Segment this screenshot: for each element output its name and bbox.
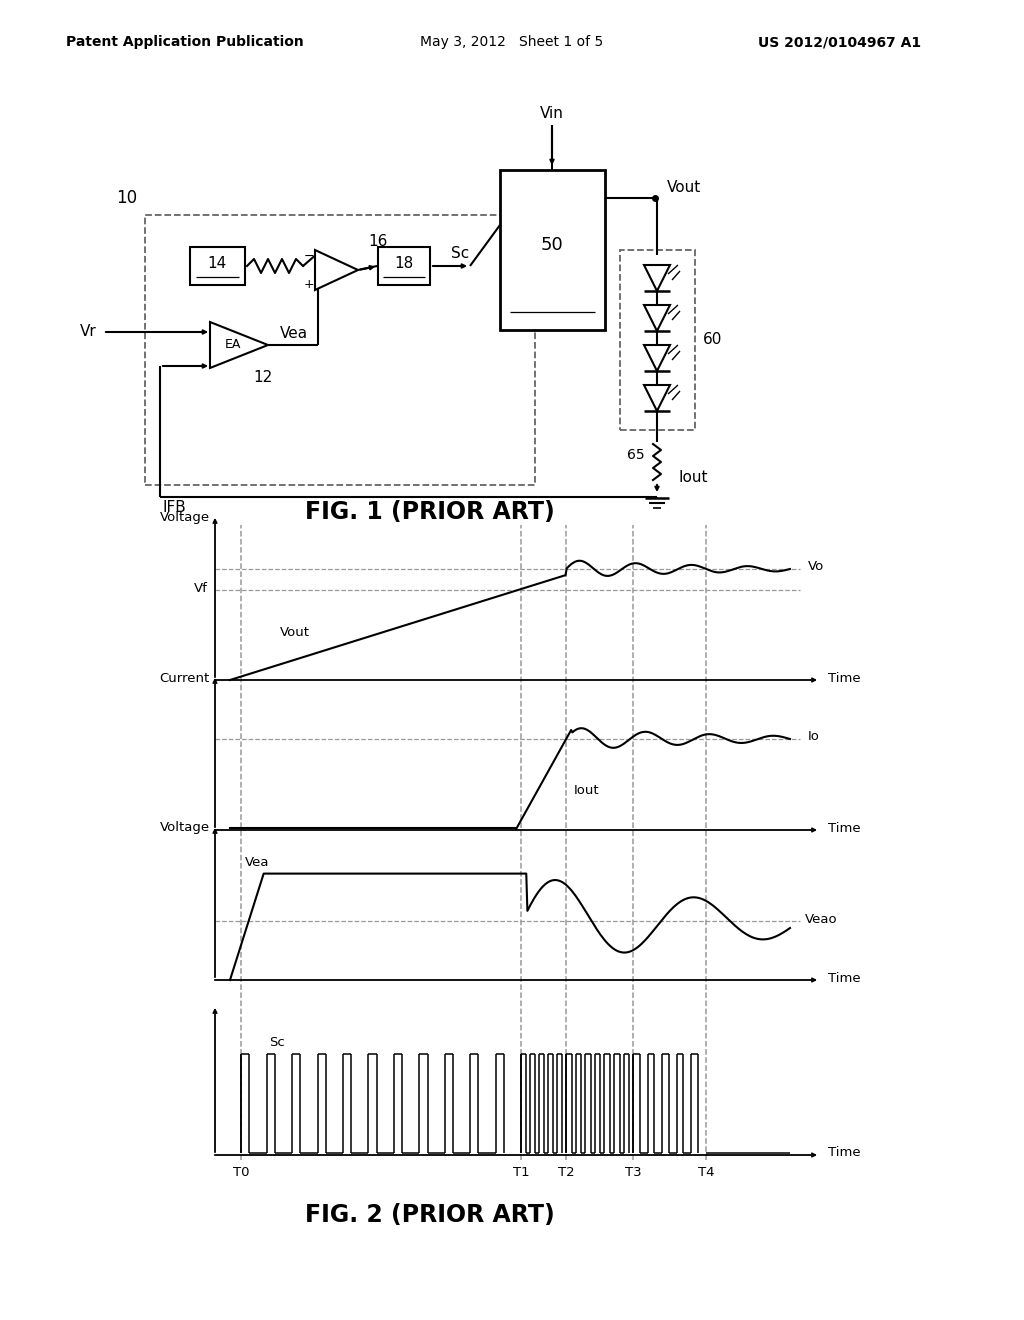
Text: T2: T2: [558, 1167, 574, 1180]
Text: May 3, 2012   Sheet 1 of 5: May 3, 2012 Sheet 1 of 5: [421, 36, 603, 49]
Text: Veao: Veao: [805, 912, 838, 925]
Bar: [190, 247, 245, 285]
Text: 65: 65: [628, 447, 645, 462]
Text: Patent Application Publication: Patent Application Publication: [67, 36, 304, 49]
Text: 60: 60: [703, 333, 722, 347]
Polygon shape: [644, 265, 670, 290]
Text: Current: Current: [160, 672, 210, 685]
Text: US 2012/0104967 A1: US 2012/0104967 A1: [759, 36, 922, 49]
Bar: [145, 215, 535, 484]
Text: EA: EA: [225, 338, 242, 351]
Text: T1: T1: [513, 1167, 529, 1180]
Text: 12: 12: [253, 371, 272, 385]
Text: Vf: Vf: [195, 582, 208, 594]
Text: Vin: Vin: [540, 106, 564, 120]
Text: T0: T0: [232, 1167, 250, 1180]
Text: Vea: Vea: [245, 855, 269, 869]
Text: T4: T4: [697, 1167, 715, 1180]
Text: FIG. 1 (PRIOR ART): FIG. 1 (PRIOR ART): [305, 500, 555, 524]
Text: 16: 16: [368, 235, 387, 249]
Text: Time: Time: [828, 1147, 860, 1159]
Text: Vout: Vout: [280, 626, 310, 639]
Text: Vr: Vr: [80, 325, 97, 339]
Polygon shape: [315, 249, 358, 290]
Text: 10: 10: [116, 189, 137, 207]
Text: Time: Time: [828, 672, 860, 685]
Bar: [620, 249, 695, 430]
Text: 14: 14: [208, 256, 226, 271]
Polygon shape: [644, 345, 670, 371]
Text: T3: T3: [625, 1167, 641, 1180]
Bar: [500, 170, 605, 330]
Text: +: +: [304, 277, 314, 290]
Text: 18: 18: [394, 256, 414, 271]
Text: Io: Io: [808, 730, 820, 743]
Text: Sc: Sc: [451, 246, 469, 260]
Text: 50: 50: [541, 236, 563, 253]
Polygon shape: [644, 385, 670, 411]
Text: Time: Time: [828, 972, 860, 985]
Text: −: −: [304, 249, 314, 263]
Text: Vea: Vea: [280, 326, 308, 341]
Text: Time: Time: [828, 821, 860, 834]
Text: Iout: Iout: [574, 784, 600, 797]
Text: Voltage: Voltage: [160, 821, 210, 834]
Text: FIG. 2 (PRIOR ART): FIG. 2 (PRIOR ART): [305, 1203, 555, 1228]
Polygon shape: [210, 322, 268, 368]
Text: Iout: Iout: [679, 470, 709, 486]
Text: Voltage: Voltage: [160, 511, 210, 524]
Text: Sc: Sc: [269, 1036, 285, 1048]
Polygon shape: [644, 305, 670, 331]
Text: IFB: IFB: [163, 499, 186, 515]
Bar: [378, 247, 430, 285]
Text: Vout: Vout: [667, 181, 701, 195]
Text: Vo: Vo: [808, 561, 824, 573]
